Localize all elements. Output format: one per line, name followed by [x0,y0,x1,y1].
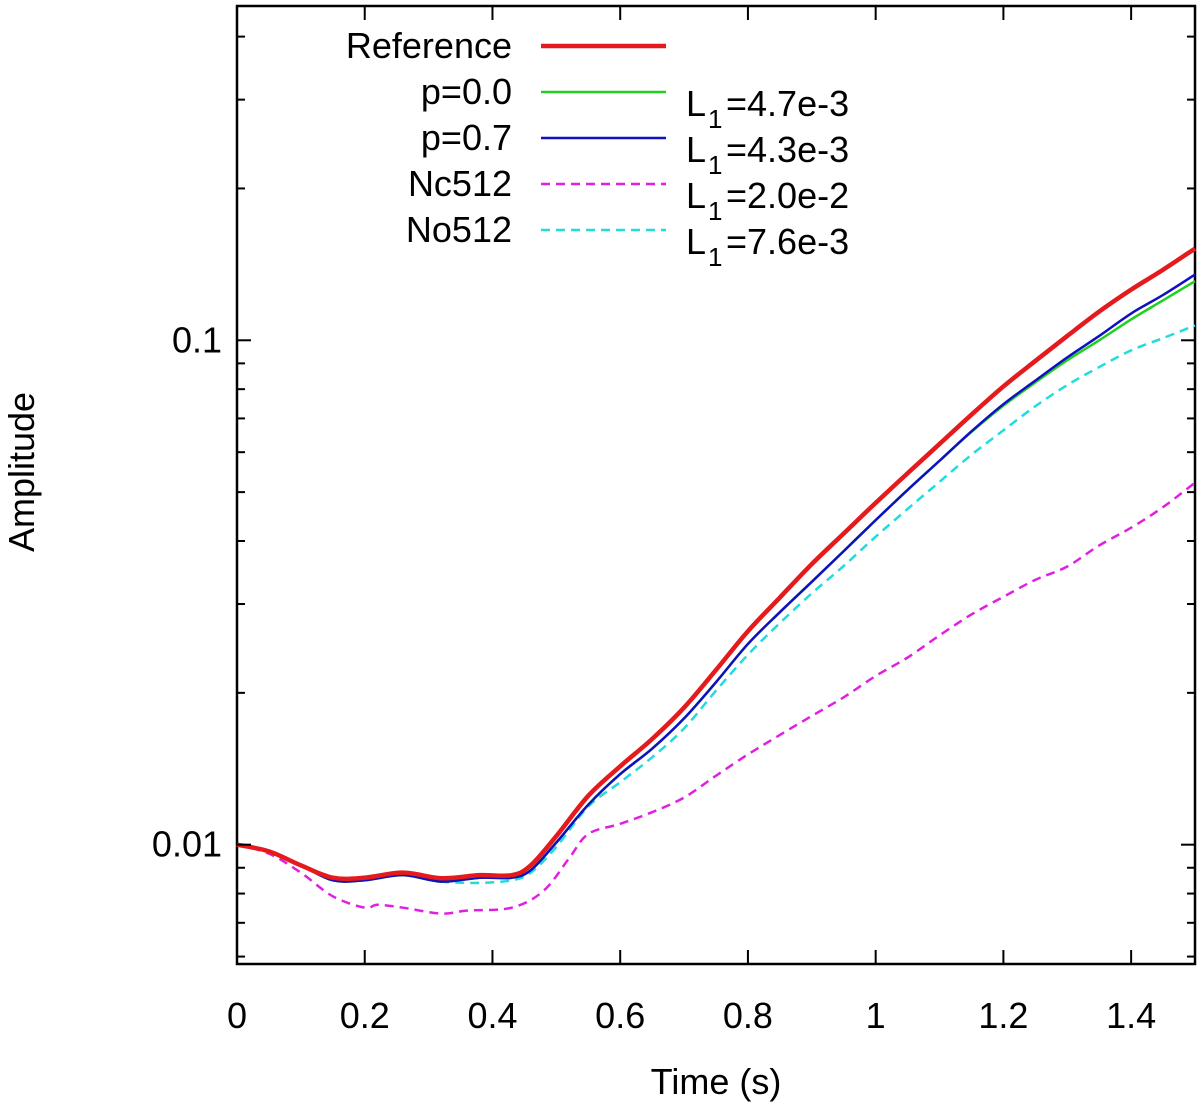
legend-l1-value: =7.6e-3 [726,221,849,262]
y-axis: 0.01 0.1 [152,35,1195,958]
x-tick-label: 1 [866,995,886,1036]
legend-l1-prefix: L [686,221,706,262]
x-axis-title: Time (s) [651,1061,782,1102]
series-line-p-0-7 [236,273,1196,883]
x-tick-label: 0.6 [595,995,645,1036]
series-layer [236,246,1197,915]
legend-label: p=0.7 [421,117,512,158]
series-line-no512 [236,324,1196,885]
plot-border [235,4,1197,966]
x-tick-label: 1.4 [1106,995,1156,1036]
legend-l1-value: =4.3e-3 [726,129,849,170]
y-axis-title: Amplitude [1,392,42,552]
y-tick-label: 0.01 [152,824,222,865]
legend-l1-prefix: L [686,129,706,170]
legend-l1-value: =2.0e-2 [726,175,849,216]
legend-l1-subscript: 1 [708,104,722,134]
legend-l1-prefix: L [686,175,706,216]
plot-frame [235,4,1197,966]
series-line-nc512 [236,481,1196,915]
series-line-p-0-0 [236,280,1196,883]
legend-label: Nc512 [408,163,512,204]
x-tick-label: 1.2 [978,995,1028,1036]
legend-l1-subscript: 1 [708,196,722,226]
x-tick-label: 0.2 [340,995,390,1036]
x-axis: 0 0.2 0.4 0.6 0.8 1 1.2 1.4 [227,6,1156,1036]
legend-label: No512 [406,209,512,250]
x-tick-label: 0 [227,995,247,1036]
legend-l1-subscript: 1 [708,242,722,272]
y-tick-label: 0.1 [172,319,222,360]
legend-l1-value: =4.7e-3 [726,83,849,124]
legend-label: p=0.0 [421,71,512,112]
legend-l1-subscript: 1 [708,150,722,180]
x-tick-label: 0.4 [467,995,517,1036]
legend-label: Reference [346,25,512,66]
series-line-reference [236,246,1197,882]
legend-l1-prefix: L [686,83,706,124]
x-tick-label: 0.8 [723,995,773,1036]
